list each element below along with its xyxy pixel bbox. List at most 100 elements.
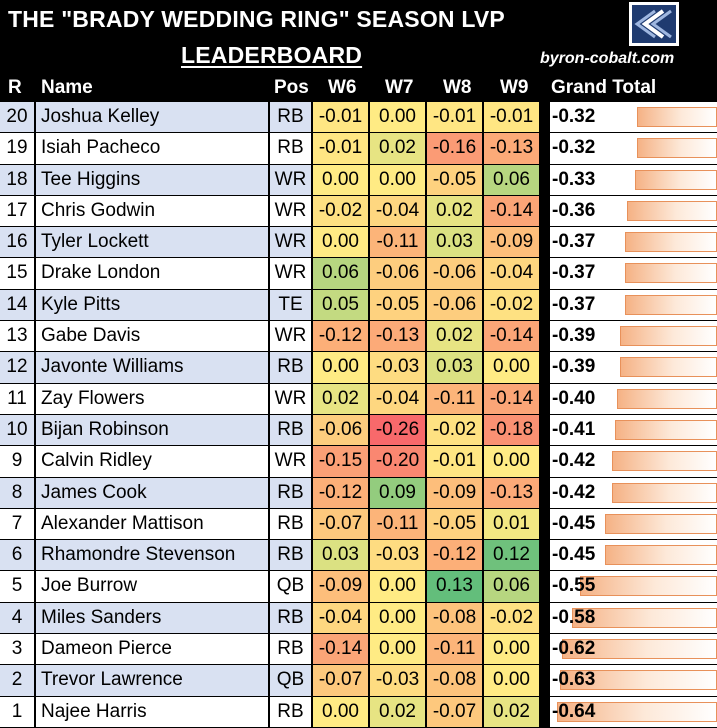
week-w7-cell: 0.00	[370, 102, 425, 133]
table-body: 20 Joshua Kelley RB -0.01 0.00 -0.01 -0.01 -0.3…	[0, 102, 717, 728]
week-w8-cell: -0.06	[427, 289, 482, 321]
grand-total-cell: -0.64	[550, 696, 717, 727]
rank-cell: 6	[0, 540, 34, 571]
grand-total-value: -0.36	[552, 199, 596, 221]
week-w8-cell: -0.11	[427, 634, 482, 665]
grand-total-value: -0.37	[552, 293, 596, 315]
week-w6-cell: -0.09	[313, 571, 368, 602]
position-cell: RB	[270, 352, 311, 383]
player-name-cell: Drake London	[36, 258, 268, 289]
position-cell: WR	[270, 258, 311, 289]
table-row: 6 Rhamondre Stevenson RB 0.03 -0.03 -0.12 0.12…	[0, 540, 717, 571]
week-w8-cell: -0.05	[427, 508, 482, 540]
grand-total-value: -0.55	[552, 575, 596, 597]
table-row: 12 Javonte Williams RB 0.00 -0.03 0.03 0.00 -0.…	[0, 352, 717, 383]
table-row: 1 Najee Harris RB 0.00 0.02 -0.07 0.02 -0.64	[0, 696, 717, 728]
week-w8-cell: -0.06	[427, 258, 482, 289]
week-w7-cell: 0.00	[370, 571, 425, 602]
grand-total-value: -0.62	[552, 638, 596, 660]
position-cell: RB	[270, 696, 311, 727]
grand-total-cell: -0.36	[550, 195, 717, 227]
table-row: 16 Tyler Lockett WR 0.00 -0.11 0.03 -0.09 -0.37	[0, 227, 717, 258]
week-w7-cell: -0.13	[370, 321, 425, 352]
table-row: 4 Miles Sanders RB -0.04 0.00 -0.08 -0.02 -0.58	[0, 602, 717, 634]
grand-total-cell: -0.55	[550, 571, 717, 602]
grand-total-cell: -0.62	[550, 634, 717, 665]
col-header-w7: W7	[385, 77, 414, 98]
player-name-cell: Joshua Kelley	[36, 102, 268, 133]
week-w7-cell: -0.06	[370, 258, 425, 289]
table-row: 17 Chris Godwin WR -0.02 -0.04 0.02 -0.14 -0.36	[0, 195, 717, 227]
grand-total-value: -0.58	[552, 606, 596, 628]
grand-total-value: -0.41	[552, 418, 596, 440]
week-w8-cell: -0.07	[427, 696, 482, 727]
rank-cell: 4	[0, 602, 34, 634]
player-name-cell: James Cook	[36, 477, 268, 508]
player-name-cell: Bijan Robinson	[36, 414, 268, 446]
grand-total-cell: -0.37	[550, 258, 717, 289]
table-row: 9 Calvin Ridley WR -0.15 -0.20 -0.01 0.00 -0.42	[0, 446, 717, 477]
week-w6-cell: 0.00	[313, 696, 368, 727]
week-w8-cell: 0.03	[427, 352, 482, 383]
week-w8-cell: 0.02	[427, 195, 482, 227]
table-row: 20 Joshua Kelley RB -0.01 0.00 -0.01 -0.01 -0.3…	[0, 102, 717, 133]
site-name: byron-cobalt.com	[540, 50, 675, 67]
week-w6-cell: -0.12	[313, 321, 368, 352]
position-cell: RB	[270, 133, 311, 164]
grand-total-cell: -0.63	[550, 665, 717, 696]
grand-total-bar	[619, 357, 717, 378]
rank-cell: 3	[0, 634, 34, 665]
player-name-cell: Calvin Ridley	[36, 446, 268, 477]
week-w9-cell: 0.06	[484, 164, 539, 195]
week-w7-cell: 0.02	[370, 133, 425, 164]
rank-cell: 1	[0, 696, 34, 727]
player-name-cell: Tee Higgins	[36, 164, 268, 195]
grand-total-value: -0.37	[552, 262, 596, 284]
col-header-pos: Pos	[274, 77, 309, 98]
grand-total-value: -0.37	[552, 231, 596, 253]
player-name-cell: Joe Burrow	[36, 571, 268, 602]
week-w8-cell: -0.05	[427, 164, 482, 195]
grand-total-cell: -0.39	[550, 352, 717, 383]
grand-total-cell: -0.39	[550, 321, 717, 352]
rank-cell: 9	[0, 446, 34, 477]
player-name-cell: Zay Flowers	[36, 383, 268, 414]
grand-total-value: -0.45	[552, 512, 596, 534]
week-w6-cell: -0.07	[313, 508, 368, 540]
position-cell: RB	[270, 602, 311, 634]
week-w7-cell: -0.11	[370, 227, 425, 258]
grand-total-cell: -0.32	[550, 102, 717, 133]
grand-total-cell: -0.33	[550, 164, 717, 195]
rank-cell: 17	[0, 195, 34, 227]
table-row: 3 Dameon Pierce RB -0.14 0.00 -0.11 0.00 -0.62	[0, 634, 717, 665]
col-header-name: Name	[41, 77, 93, 98]
week-w8-cell: 0.03	[427, 227, 482, 258]
grand-total-bar	[624, 294, 717, 315]
grand-total-bar	[619, 326, 717, 347]
week-w9-cell: -0.14	[484, 383, 539, 414]
week-w7-cell: -0.05	[370, 289, 425, 321]
week-w7-cell: 0.00	[370, 602, 425, 634]
player-name-cell: Isiah Pacheco	[36, 133, 268, 164]
col-header-w9: W9	[500, 77, 529, 98]
position-cell: WR	[270, 164, 311, 195]
position-cell: WR	[270, 227, 311, 258]
grand-total-cell: -0.32	[550, 133, 717, 164]
grand-total-cell: -0.45	[550, 508, 717, 540]
week-w6-cell: -0.01	[313, 133, 368, 164]
position-cell: RB	[270, 477, 311, 508]
player-name-cell: Javonte Williams	[36, 352, 268, 383]
week-w8-cell: -0.09	[427, 477, 482, 508]
position-cell: WR	[270, 446, 311, 477]
col-header-w8: W8	[443, 77, 472, 98]
grand-total-bar	[624, 232, 717, 253]
position-cell: WR	[270, 321, 311, 352]
grand-total-value: -0.39	[552, 356, 596, 378]
position-cell: RB	[270, 102, 311, 133]
week-w6-cell: 0.03	[313, 540, 368, 571]
rank-cell: 12	[0, 352, 34, 383]
week-w8-cell: -0.08	[427, 602, 482, 634]
week-w7-cell: 0.00	[370, 634, 425, 665]
table-row: 5 Joe Burrow QB -0.09 0.00 0.13 0.06 -0.55	[0, 571, 717, 602]
